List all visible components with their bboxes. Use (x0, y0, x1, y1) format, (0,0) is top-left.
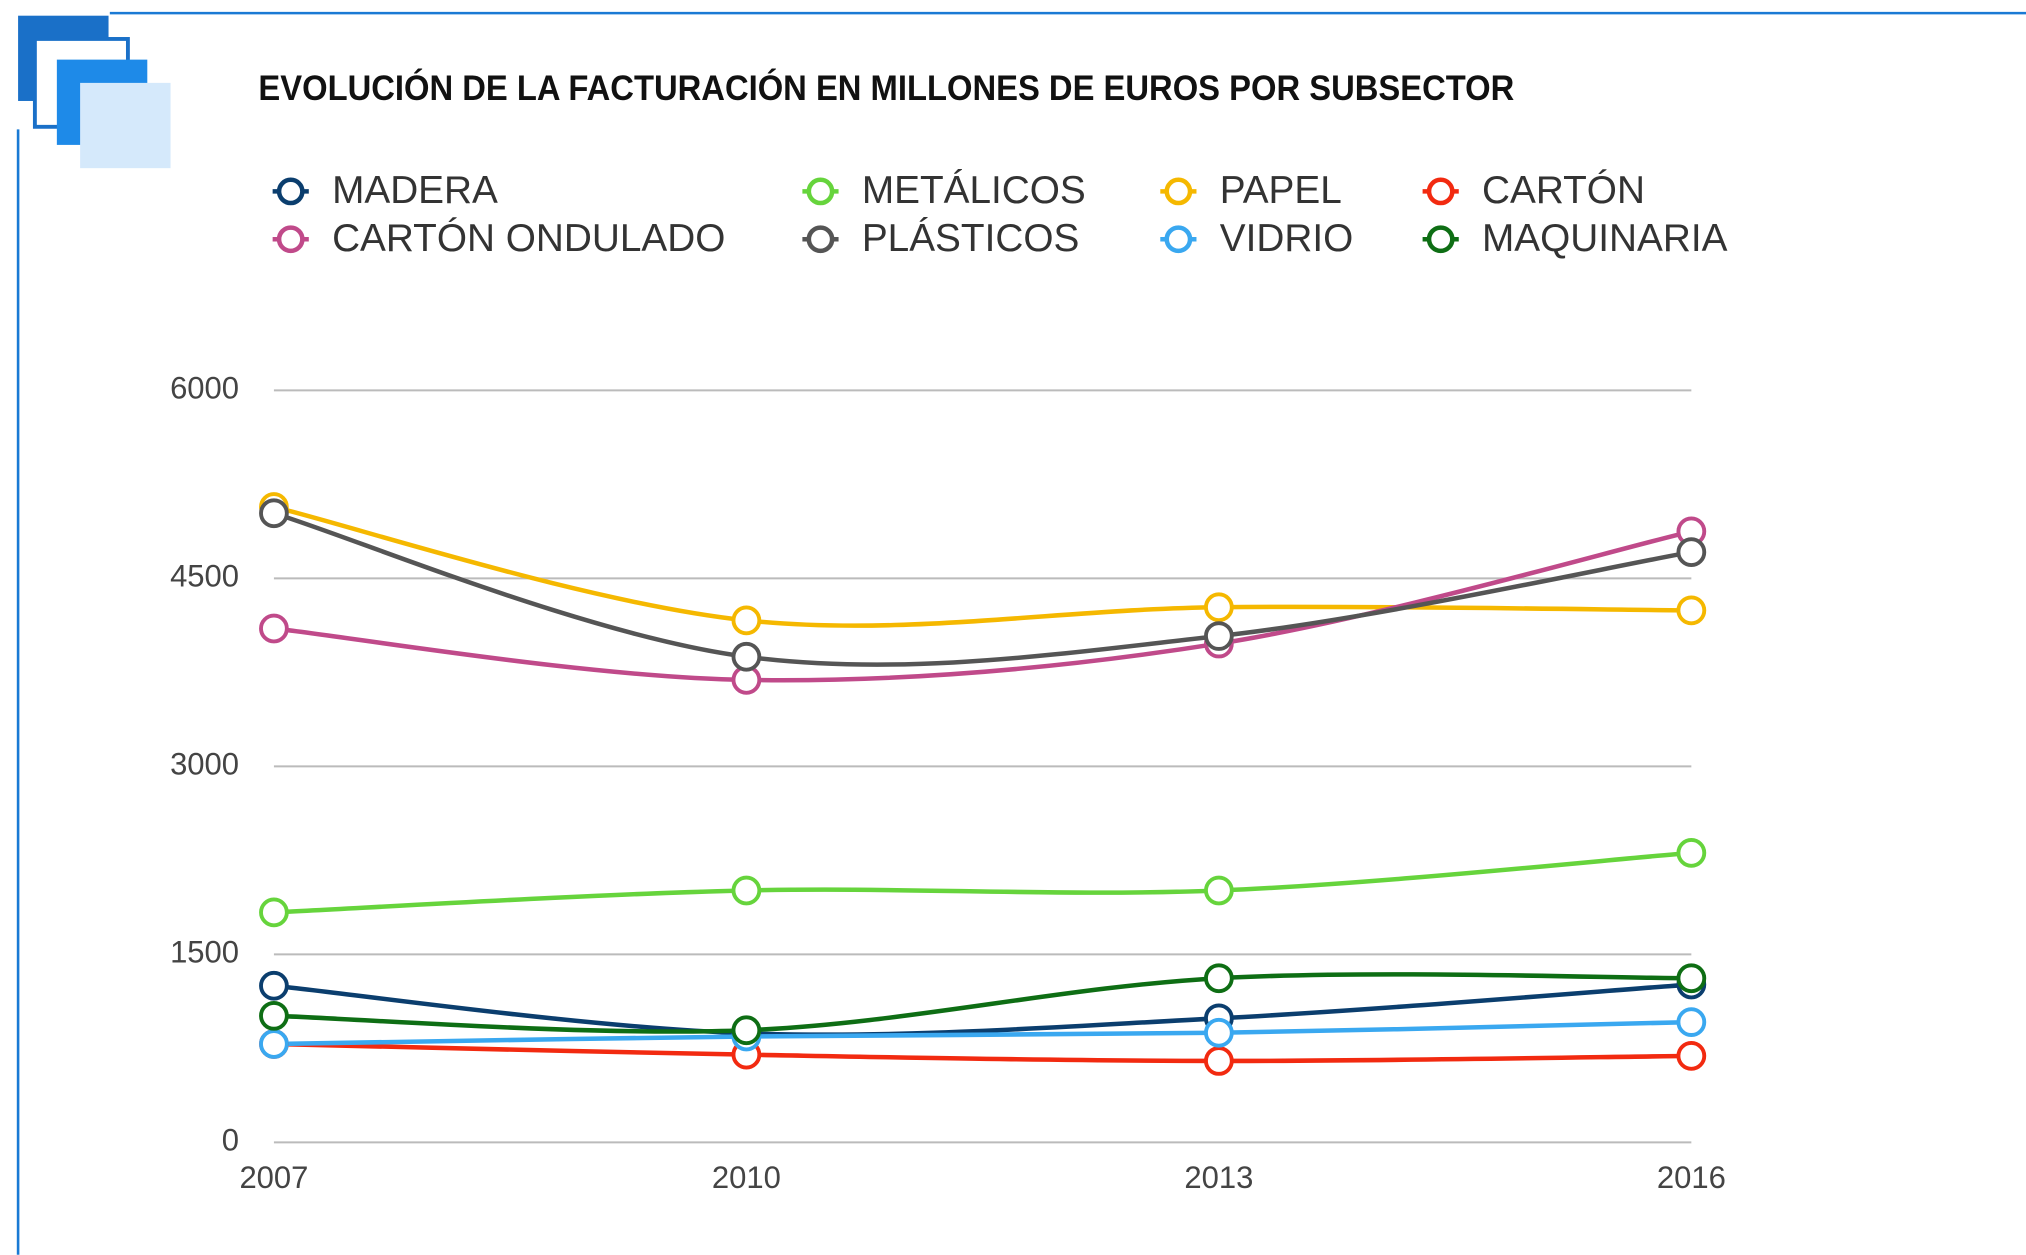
data-point (1204, 1017, 1234, 1048)
data-point (1676, 1041, 1707, 1071)
legend-marker (276, 225, 305, 254)
y-tick-label: 6000 (170, 371, 239, 406)
data-point (259, 613, 289, 644)
y-tick-label: 4500 (170, 559, 239, 594)
data-point (1204, 621, 1234, 651)
legend-marker (1426, 177, 1455, 206)
x-tick-label: 2007 (239, 1160, 308, 1195)
legend-marker (806, 225, 835, 254)
x-tick-label: 2013 (1184, 1160, 1253, 1195)
chart-title: EVOLUCIÓN DE LA FACTURACIÓN EN MILLONES … (258, 68, 1514, 108)
data-point (731, 1015, 762, 1046)
legend-label: VIDRIO (1220, 217, 1353, 260)
series-line (273, 982, 1692, 1037)
data-point (1676, 537, 1707, 567)
data-point (731, 641, 762, 672)
series-line (273, 972, 1692, 1034)
data-point (1204, 592, 1234, 623)
data-point (1676, 1007, 1707, 1037)
data-point (259, 1000, 289, 1031)
data-point (731, 875, 762, 906)
series-line (273, 850, 1692, 915)
legend-marker (276, 177, 305, 206)
data-point (1204, 875, 1234, 906)
legend-label: CARTÓN (1482, 169, 1645, 212)
data-point (259, 498, 289, 529)
y-tick-label: 0 (222, 1123, 239, 1158)
data-point (731, 605, 762, 636)
series-line (273, 504, 1692, 628)
legend-label: METÁLICOS (862, 169, 1086, 212)
y-tick-label: 1500 (170, 935, 239, 970)
legend-marker (1164, 177, 1193, 206)
series-line (273, 511, 1692, 667)
x-tick-label: 2016 (1657, 1160, 1726, 1195)
data-point (1676, 595, 1707, 626)
data-point (259, 897, 289, 928)
data-point (1204, 963, 1234, 994)
y-tick-label: 3000 (170, 747, 239, 782)
legend-label: MADERA (332, 169, 498, 212)
legend-marker (806, 177, 835, 206)
data-point (1676, 838, 1707, 868)
data-point (259, 970, 289, 1001)
x-tick-label: 2010 (712, 1160, 781, 1195)
frame-decoration (16, 11, 2026, 1255)
legend-label: PAPEL (1220, 169, 1342, 212)
data-point (1204, 1046, 1234, 1076)
data-point (1676, 963, 1707, 994)
series-line (273, 1019, 1692, 1047)
series-line (273, 529, 1692, 683)
legend-marker (1164, 225, 1193, 254)
series-line (273, 1041, 1692, 1064)
legend-label: CARTÓN ONDULADO (332, 217, 725, 260)
data-point (259, 1029, 289, 1059)
legend-label: PLÁSTICOS (862, 217, 1079, 260)
legend-label: MAQUINARIA (1482, 217, 1728, 260)
legend-marker (1426, 225, 1455, 254)
